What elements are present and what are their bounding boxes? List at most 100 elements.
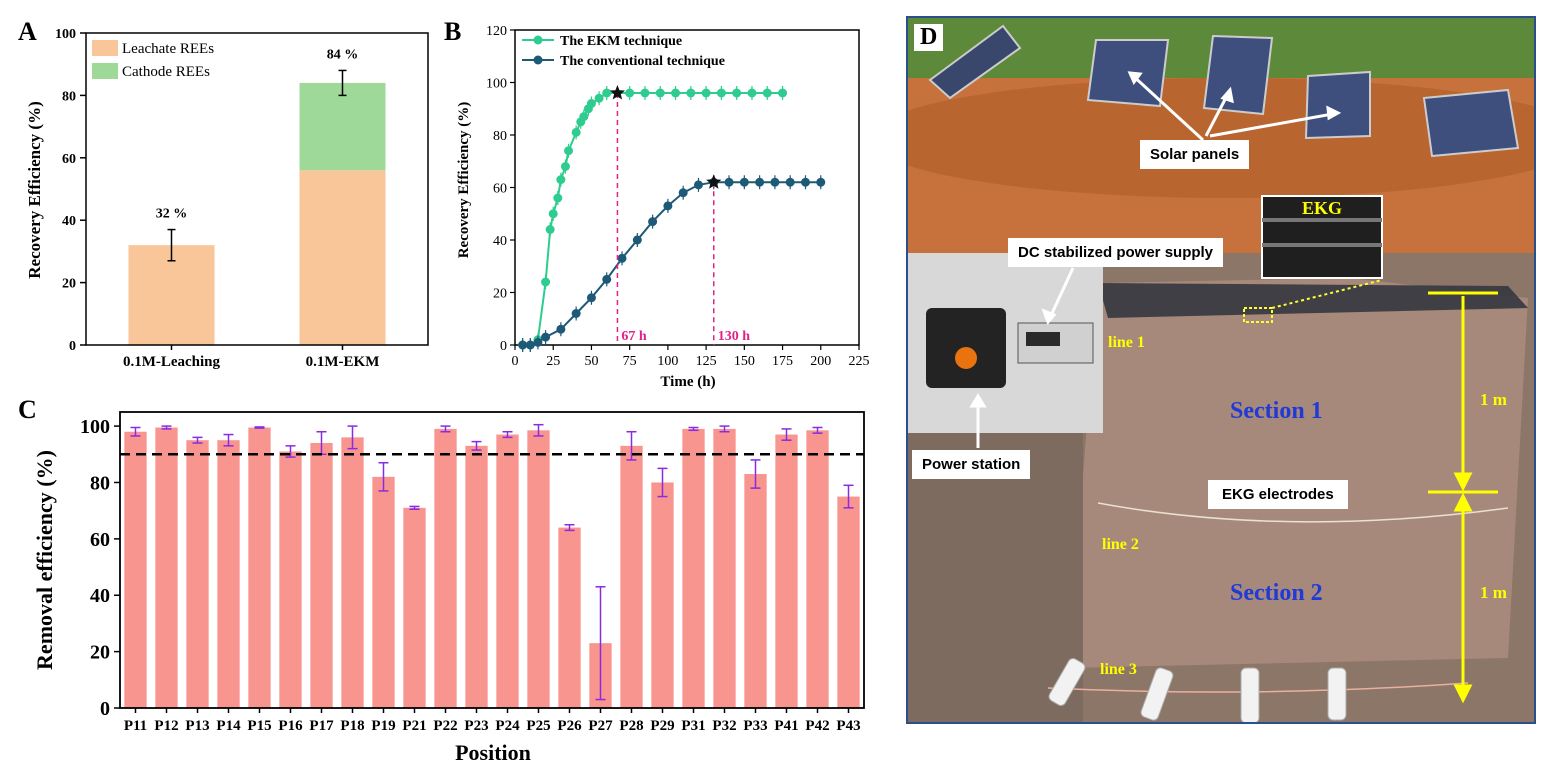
bar-p11 bbox=[124, 431, 147, 708]
bar-p33 bbox=[744, 474, 767, 708]
data-point-b bbox=[785, 177, 795, 187]
panel-letter-b: B bbox=[444, 17, 461, 46]
x-tick-label-c: P32 bbox=[712, 718, 736, 734]
legend-marker-b bbox=[533, 55, 543, 65]
y-tick-label-b: 100 bbox=[486, 77, 507, 92]
y-tick-label-b: 0 bbox=[500, 339, 507, 354]
x-tick-label-c: P28 bbox=[619, 718, 643, 734]
x-tick-label-b: 0 bbox=[512, 354, 519, 369]
x-tick-label-b: 25 bbox=[546, 354, 560, 369]
x-tick-label-c: P19 bbox=[371, 718, 395, 734]
bar-p16 bbox=[279, 451, 302, 708]
x-tick-label-c: P42 bbox=[805, 718, 829, 734]
bar-leachate-rees bbox=[128, 245, 215, 345]
y-tick-label-b: 80 bbox=[493, 129, 507, 144]
data-point-b bbox=[625, 88, 635, 98]
soil-wall bbox=[1068, 278, 1528, 668]
dimension-1m-lower: 1 m bbox=[1480, 583, 1507, 602]
x-tick-label-c: P26 bbox=[557, 718, 582, 734]
data-point-b bbox=[648, 217, 658, 227]
data-point-b bbox=[556, 324, 566, 334]
y-tick-label-b: 20 bbox=[493, 287, 507, 302]
data-point-b bbox=[716, 88, 726, 98]
data-point-b bbox=[548, 209, 558, 219]
x-tick-label-b: 200 bbox=[810, 354, 831, 369]
data-label-a: 32 % bbox=[156, 207, 188, 222]
bar-p24 bbox=[496, 434, 519, 708]
bar-p18 bbox=[341, 437, 364, 708]
bottle-icons bbox=[1048, 658, 1347, 722]
data-point-b bbox=[732, 88, 742, 98]
data-point-b bbox=[564, 146, 574, 156]
x-tick-label-c: P17 bbox=[309, 718, 334, 734]
x-tick-label-a: 0.1M-Leaching bbox=[123, 354, 221, 370]
dimension-markers bbox=[1428, 291, 1498, 704]
x-tick-label-c: P31 bbox=[681, 718, 705, 734]
legend-swatch-a bbox=[92, 40, 118, 56]
field-photo: D Solar panels DC stabilized power suppl… bbox=[906, 16, 1536, 724]
data-point-b bbox=[724, 177, 734, 187]
data-point-b bbox=[701, 88, 711, 98]
x-tick-label-b: 50 bbox=[584, 354, 598, 369]
data-point-b bbox=[770, 177, 780, 187]
legend-label-a: Leachate REEs bbox=[122, 41, 214, 57]
y-axis-label-b: Recovery Efficiency (%) bbox=[456, 102, 472, 259]
bar-p32 bbox=[713, 428, 736, 708]
x-tick-label-c: P14 bbox=[216, 718, 241, 734]
solar-arrows bbox=[1127, 71, 1342, 142]
x-tick-label-c: P11 bbox=[124, 718, 147, 734]
bar-p12 bbox=[155, 427, 178, 708]
x-tick-label-b: 150 bbox=[734, 354, 755, 369]
section-2-label: Section 2 bbox=[1230, 580, 1323, 606]
bar-p15 bbox=[248, 427, 271, 708]
data-point-b bbox=[678, 188, 688, 198]
data-point-b bbox=[778, 88, 788, 98]
x-axis-label-c: Position bbox=[455, 740, 531, 765]
data-point-b bbox=[571, 127, 581, 137]
x-axis-label-b: Time (h) bbox=[660, 374, 715, 390]
bar-p26 bbox=[558, 527, 581, 708]
bar-p29 bbox=[651, 482, 674, 708]
star-marker-b bbox=[706, 174, 722, 189]
bar-p19 bbox=[372, 476, 395, 708]
y-tick-label-a: 20 bbox=[62, 277, 76, 292]
data-point-b bbox=[518, 340, 528, 350]
section-1-label: Section 1 bbox=[1230, 398, 1323, 424]
data-point-b bbox=[545, 225, 555, 234]
ekg-label: EKG bbox=[1302, 198, 1343, 218]
data-point-b bbox=[525, 340, 535, 350]
data-point-b bbox=[617, 253, 627, 263]
y-tick-label-b: 40 bbox=[493, 234, 507, 249]
data-label-a: 84 % bbox=[327, 47, 359, 62]
y-tick-label-c: 20 bbox=[90, 642, 110, 664]
line-1-label: line 1 bbox=[1108, 334, 1145, 351]
marker-label-b: 67 h bbox=[621, 329, 647, 344]
x-tick-label-a: 0.1M-EKM bbox=[306, 354, 380, 370]
bar-p17 bbox=[310, 443, 333, 708]
x-tick-label-c: P12 bbox=[154, 718, 178, 734]
data-point-b bbox=[693, 180, 703, 190]
series-line-b bbox=[522, 181, 821, 346]
x-tick-label-b: 175 bbox=[772, 354, 793, 369]
y-axis-label-c: Removal efficiency (%) bbox=[32, 450, 57, 670]
data-point-b bbox=[571, 309, 581, 318]
data-point-b bbox=[579, 112, 589, 122]
legend-label-b: The EKM technique bbox=[560, 34, 682, 49]
data-point-b bbox=[747, 88, 757, 98]
y-tick-label-b: 120 bbox=[486, 24, 507, 39]
power-station-label: Power station bbox=[912, 450, 1031, 479]
data-point-b bbox=[686, 88, 696, 98]
bar-p22 bbox=[434, 428, 457, 708]
x-tick-label-c: P15 bbox=[247, 718, 271, 734]
data-point-b bbox=[739, 177, 749, 187]
x-tick-label-b: 75 bbox=[623, 354, 637, 369]
x-tick-label-c: P43 bbox=[836, 718, 860, 734]
data-point-b bbox=[541, 332, 551, 342]
y-tick-label-a: 40 bbox=[62, 214, 76, 229]
legend-marker-b bbox=[533, 35, 543, 45]
data-point-b bbox=[560, 162, 570, 171]
data-point-b bbox=[541, 277, 551, 287]
x-tick-label-c: P33 bbox=[743, 718, 767, 734]
plot-frame-c bbox=[119, 411, 865, 709]
x-tick-label-c: P23 bbox=[464, 718, 488, 734]
